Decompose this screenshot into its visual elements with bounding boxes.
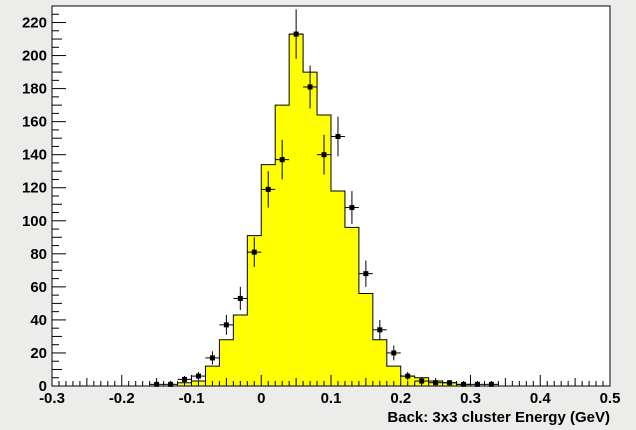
x-tick-label: 0.3 bbox=[460, 390, 481, 407]
data-point bbox=[247, 237, 262, 268]
x-tick-label: 0.5 bbox=[600, 390, 621, 407]
y-tick-label: 160 bbox=[22, 114, 47, 131]
y-tick-label: 140 bbox=[22, 147, 47, 164]
histogram-bin bbox=[261, 164, 276, 386]
point-marker bbox=[377, 327, 383, 333]
data-point bbox=[233, 286, 248, 310]
x-tick-label: 0.1 bbox=[321, 390, 342, 407]
point-marker bbox=[293, 31, 299, 37]
point-marker bbox=[237, 295, 243, 301]
data-point bbox=[358, 260, 373, 287]
y-tick-label: 120 bbox=[22, 180, 47, 197]
y-tick-label: 200 bbox=[22, 48, 47, 65]
histogram-layer bbox=[177, 33, 471, 387]
histogram-bin bbox=[386, 366, 401, 386]
point-marker bbox=[307, 84, 313, 90]
x-axis: -0.3 -0.2 -0.1 0 0.1 0.2 0.3 0.4 0.5 bbox=[39, 375, 620, 407]
histogram-bin bbox=[219, 339, 234, 386]
point-marker bbox=[209, 355, 215, 361]
x-tick-label: -0.3 bbox=[39, 390, 65, 407]
y-tick-label: 40 bbox=[30, 312, 47, 329]
histogram-bin bbox=[289, 34, 304, 387]
y-tick-label: 180 bbox=[22, 81, 47, 98]
data-point bbox=[205, 351, 220, 365]
y-tick-label: 100 bbox=[22, 213, 47, 230]
y-tick-label: 20 bbox=[30, 345, 47, 362]
x-tick-label: 0 bbox=[257, 390, 265, 407]
point-marker bbox=[279, 157, 285, 163]
point-marker bbox=[321, 152, 327, 158]
histogram-bin bbox=[233, 314, 248, 386]
data-point bbox=[344, 191, 359, 225]
point-marker bbox=[391, 350, 397, 356]
histogram-bin bbox=[372, 339, 387, 386]
data-point bbox=[275, 139, 290, 180]
data-point bbox=[317, 134, 331, 175]
data-point bbox=[191, 371, 206, 381]
x-tick-label: 0.4 bbox=[530, 390, 552, 407]
point-marker bbox=[223, 322, 229, 328]
x-axis-title: Back: 3x3 cluster Energy (GeV) bbox=[387, 409, 610, 426]
data-point bbox=[372, 319, 387, 340]
x-tick-label: 0.2 bbox=[390, 390, 411, 407]
x-tick-label: -0.2 bbox=[109, 390, 135, 407]
y-tick-label: 60 bbox=[30, 279, 47, 296]
data-point bbox=[303, 65, 318, 109]
histogram-bin bbox=[275, 105, 290, 386]
y-tick-label: 0 bbox=[39, 378, 47, 395]
histogram-bin bbox=[317, 115, 331, 386]
point-marker bbox=[363, 271, 369, 277]
point-marker bbox=[265, 186, 271, 192]
data-point bbox=[386, 345, 401, 361]
y-axis: 0 20 40 60 80 100 120 140 160 180 200 220 bbox=[22, 5, 66, 395]
y-tick-label: 80 bbox=[30, 246, 47, 263]
histogram-outline bbox=[177, 33, 471, 386]
x-tick-label: -0.1 bbox=[179, 390, 205, 407]
y-tick-label: 220 bbox=[22, 15, 47, 32]
point-marker bbox=[251, 249, 257, 255]
point-marker bbox=[405, 373, 411, 379]
histogram-bin bbox=[331, 191, 345, 386]
data-point bbox=[331, 116, 345, 157]
histogram-bin bbox=[344, 227, 359, 386]
histogram-bin bbox=[247, 235, 262, 386]
histogram-bin bbox=[303, 72, 318, 386]
point-marker bbox=[195, 373, 201, 379]
point-marker bbox=[335, 134, 341, 140]
data-point bbox=[219, 314, 234, 335]
data-point bbox=[289, 9, 304, 59]
histogram-bin bbox=[358, 293, 373, 386]
data-point bbox=[400, 371, 415, 381]
point-marker bbox=[182, 376, 188, 382]
point-marker bbox=[349, 205, 355, 211]
histogram-bin bbox=[205, 366, 220, 386]
data-point bbox=[261, 171, 276, 208]
